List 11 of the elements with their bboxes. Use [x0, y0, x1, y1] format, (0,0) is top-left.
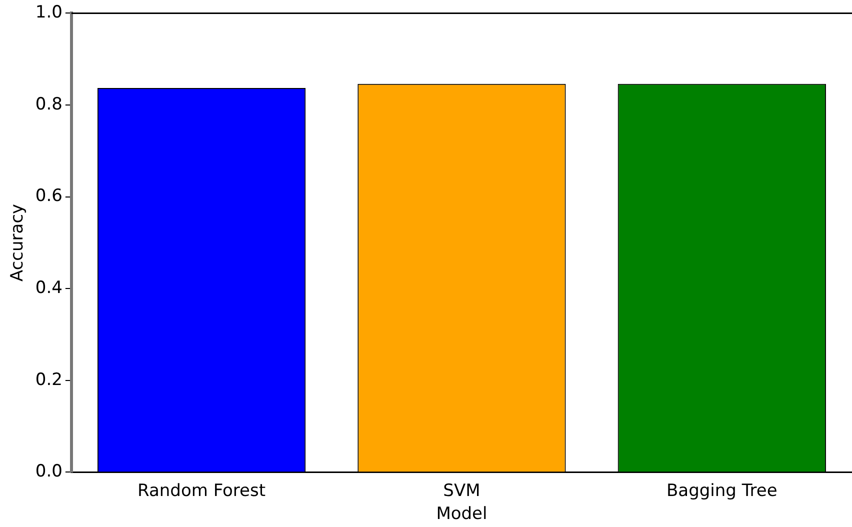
x-tick-label: SVM	[443, 480, 480, 501]
y-tick-label: 0.8	[35, 94, 62, 114]
y-tick-label: 0.0	[35, 462, 62, 482]
y-axis-title: Accuracy	[8, 204, 28, 282]
y-tick-label: 0.4	[35, 278, 62, 298]
y-tick-label: 0.6	[35, 186, 62, 206]
x-tick-label: Random Forest	[138, 480, 266, 501]
y-tick-label: 1.0	[35, 2, 62, 23]
y-tick-label: 0.2	[35, 370, 62, 390]
x-axis-title: Model	[436, 504, 488, 524]
x-tick-label: Bagging Tree	[666, 480, 778, 501]
